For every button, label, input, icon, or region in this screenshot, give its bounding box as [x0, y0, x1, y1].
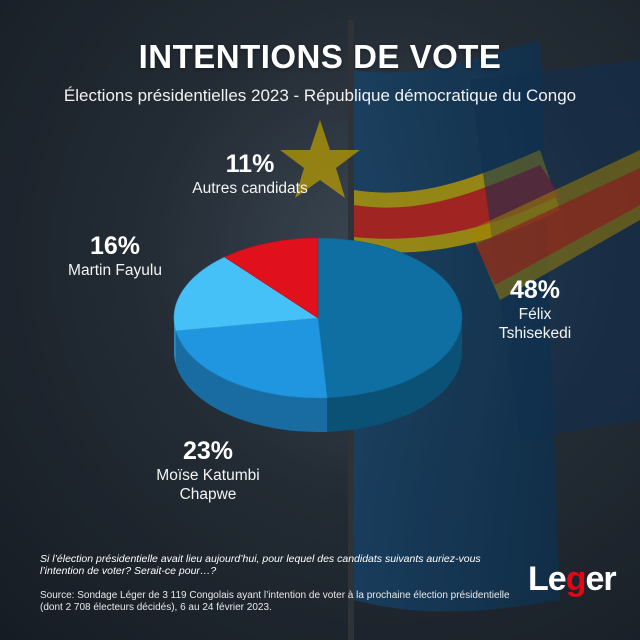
- leger-logo: Leger: [528, 560, 617, 598]
- flag-star: [280, 120, 360, 198]
- chart-subtitle: Élections présidentielles 2023 - Républi…: [63, 86, 577, 105]
- label-felix-tshisekedi: 48% Félix Tshisekedi: [470, 276, 600, 343]
- pie-chart: [173, 237, 463, 432]
- category-label: Chapwe: [179, 486, 237, 503]
- chart-title: INTENTIONS DE VOTE: [138, 38, 502, 75]
- label-autres-candidats: 11% Autres candidats: [150, 150, 350, 198]
- category-label: Tshisekedi: [498, 325, 572, 342]
- category-label: Moïse Katumbi: [156, 467, 260, 484]
- pie-slice: [173, 256, 319, 332]
- pie-slice: [175, 317, 328, 399]
- pie-slice: [224, 237, 319, 319]
- flag-stripe-back-red: [475, 168, 640, 285]
- source-note: Source: Sondage Léger de 3 119 Congolais…: [40, 590, 510, 613]
- value-label: 11%: [225, 150, 275, 178]
- pie-slice: [317, 237, 463, 399]
- pie-slice-side: [327, 318, 462, 432]
- value-label: 16%: [89, 232, 141, 260]
- label-martin-fayulu: 16% Martin Fayulu: [40, 232, 190, 280]
- survey-question: Si l’élection présidentielle avait lieu …: [40, 553, 481, 577]
- value-label: 48%: [509, 276, 561, 304]
- category-label: Martin Fayulu: [68, 262, 162, 279]
- value-label: 23%: [182, 437, 234, 465]
- category-label: Autres candidats: [192, 180, 308, 197]
- pie-slice-side: [175, 330, 328, 432]
- label-moise-katumbi: 23% Moïse Katumbi Chapwe: [118, 437, 298, 504]
- category-label: Félix: [518, 306, 552, 323]
